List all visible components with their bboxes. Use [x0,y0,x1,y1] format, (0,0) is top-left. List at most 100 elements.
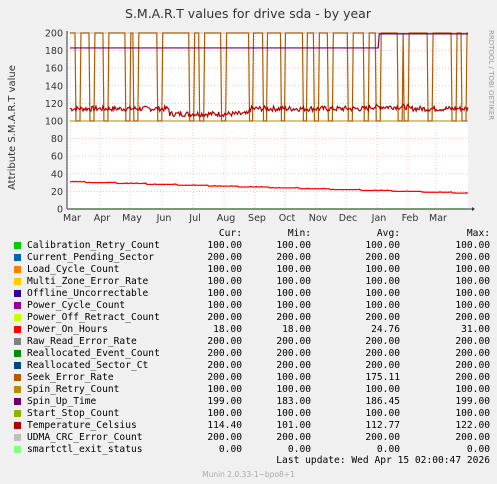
legend-avg-value: 100.00 [365,288,400,299]
legend-swatch [14,278,21,285]
legend-swatch [14,422,21,429]
legend-avg-value: 200.00 [365,252,400,263]
legend-max-value: 100.00 [455,240,490,251]
legend-series-name: Multi_Zone_Error_Rate [27,276,149,287]
legend: Cur: Min: Avg: Max: Calibration_Retry_Co… [0,228,497,456]
legend-swatch [14,434,21,441]
legend-series-name: Current_Pending_Sector [27,252,155,263]
legend-row: Power_Off_Retract_Count 200.00 200.00 200.0… [0,312,497,324]
last-update: Last update: Wed Apr 15 02:00:47 2026 [276,455,490,466]
legend-max-value: 200.00 [455,372,490,383]
legend-min-value: 100.00 [276,372,311,383]
x-tick-label: Oct [279,213,296,224]
series-line-power-on-hours [70,180,468,194]
y-tick-label: 160 [45,64,63,75]
series-line-seek-error-rate [70,32,468,122]
legend-row: Power_Cycle_Count 100.00 100.00 100.00 100.0… [0,300,497,312]
legend-cur-value: 0.00 [218,444,242,455]
legend-min-value: 100.00 [276,384,311,395]
legend-cur-value: 100.00 [207,264,242,275]
legend-avg-value: 100.00 [365,300,400,311]
x-tick-label: Sep [248,213,266,224]
legend-series-name: UDMA_CRC_Error_Count [27,432,143,443]
legend-max-value: 200.00 [455,432,490,443]
x-ticks: Mar Apr May Jun Jul Aug Sep Oct Nov Dec Jan Feb Mar [63,213,447,224]
legend-series-name: Power_Cycle_Count [27,300,126,311]
legend-series-name: Start_Stop_Count [27,408,120,419]
legend-swatch [14,374,21,381]
legend-min-value: 100.00 [276,288,311,299]
legend-avg-value: 200.00 [365,360,400,371]
legend-cur-value: 200.00 [207,348,242,359]
legend-min-value: 200.00 [276,360,311,371]
legend-avg-value: 100.00 [365,408,400,419]
legend-swatch [14,326,21,333]
legend-cur-value: 100.00 [207,276,242,287]
legend-max-value: 200.00 [455,252,490,263]
legend-cur-value: 100.00 [207,300,242,311]
legend-swatch [14,254,21,261]
legend-row: Spin_Up_Time 199.00 183.00 186.45 199.00 [0,396,497,408]
legend-row: Reallocated_Event_Count 200.00 200.00 200.0… [0,348,497,360]
legend-min-value: 100.00 [276,276,311,287]
legend-max-value: 100.00 [455,300,490,311]
legend-min-value: 101.00 [276,420,311,431]
legend-max-value: 0.00 [466,444,490,455]
x-tick-label: Mar [429,213,447,224]
legend-max-value: 200.00 [455,336,490,347]
y-axis-label: Attribute S.M.A.R.T value [7,65,18,190]
legend-cur-value: 100.00 [207,408,242,419]
y-ticks: 0 20 40 60 80 100 120 140 160 180 200 [45,29,63,216]
footer-version: Munin 2.0.33-1~bpo8+1 [202,470,295,479]
x-tick-label: Jul [188,213,200,224]
x-tick-label: Mar [63,213,81,224]
legend-series-name: Offline_Uncorrectable [27,288,149,299]
y-tick-label: 180 [45,46,63,57]
y-tick-label: 80 [51,134,63,145]
legend-header-cur: Cur: [218,228,242,239]
legend-max-value: 31.00 [461,324,490,335]
legend-swatch [14,350,21,357]
legend-swatch [14,446,21,453]
legend-cur-value: 200.00 [207,432,242,443]
legend-max-value: 122.00 [455,420,490,431]
legend-row: Seek_Error_Rate 200.00 100.00 175.11 200.00 [0,372,497,384]
legend-avg-value: 100.00 [365,264,400,275]
legend-min-value: 100.00 [276,300,311,311]
legend-row: Calibration_Retry_Count 100.00 100.00 100.0… [0,240,497,252]
x-tick-label: May [122,213,142,224]
axes [66,31,475,211]
legend-avg-value: 100.00 [365,276,400,287]
legend-max-value: 100.00 [455,288,490,299]
legend-min-value: 200.00 [276,348,311,359]
rrdtool-watermark: RRDTOOL / TOBI OETIKER [487,30,495,120]
legend-swatch [14,242,21,249]
y-tick-label: 40 [51,169,63,180]
y-tick-label: 0 [57,205,63,216]
x-tick-label: Jun [156,213,172,224]
legend-min-value: 200.00 [276,312,311,323]
y-tick-label: 100 [45,117,63,128]
legend-avg-value: 175.11 [365,372,400,383]
legend-max-value: 200.00 [455,312,490,323]
legend-row: Spin_Retry_Count 100.00 100.00 100.00 100.00 [0,384,497,396]
legend-series-name: Reallocated_Sector_Ct [27,360,149,371]
legend-avg-value: 100.00 [365,384,400,395]
legend-row: UDMA_CRC_Error_Count 200.00 200.00 200.00 20… [0,432,497,444]
y-tick-label: 140 [45,81,63,92]
legend-avg-value: 100.00 [365,240,400,251]
legend-row: Current_Pending_Sector 200.00 200.00 200.00… [0,252,497,264]
legend-row: Start_Stop_Count 100.00 100.00 100.00 100.00 [0,408,497,420]
legend-rows: Calibration_Retry_Count 100.00 100.00 100.0… [0,240,497,456]
legend-cur-value: 200.00 [207,360,242,371]
legend-cur-value: 200.00 [207,336,242,347]
legend-series-name: Spin_Up_Time [27,396,97,407]
legend-cur-value: 114.40 [207,420,242,431]
legend-row: smartctl_exit_status 0.00 0.00 0.00 0.00 [0,444,497,456]
legend-avg-value: 24.76 [371,324,400,335]
legend-row: Power_On_Hours 18.00 18.00 24.76 31.00 [0,324,497,336]
legend-min-value: 0.00 [287,444,311,455]
legend-series-name: Seek_Error_Rate [27,372,114,383]
legend-max-value: 200.00 [455,360,490,371]
